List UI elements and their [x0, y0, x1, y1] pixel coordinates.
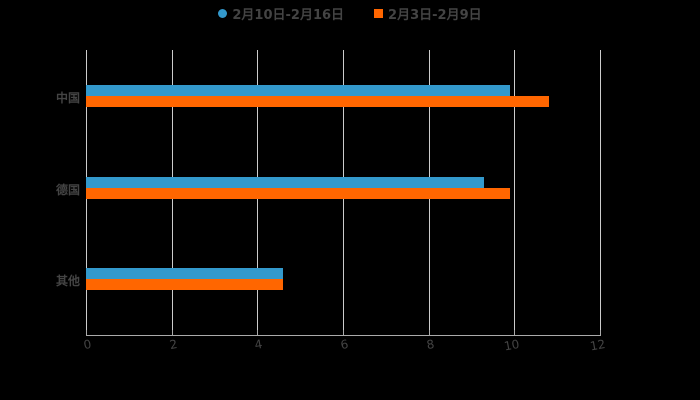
x-tick-label: 8: [425, 337, 436, 353]
x-tick: [600, 330, 601, 336]
x-tick: [514, 330, 515, 336]
bar[interactable]: [86, 279, 283, 290]
legend: 2月10日-2月16日 2月3日-2月9日: [0, 4, 700, 23]
bar[interactable]: [86, 96, 549, 107]
x-tick: [257, 330, 258, 336]
x-tick-label: 4: [253, 337, 264, 353]
x-tick: [172, 330, 173, 336]
bar[interactable]: [86, 177, 484, 188]
legend-swatch-circle-icon: [218, 8, 228, 18]
x-tick-label: 2: [168, 337, 179, 353]
gridline: [600, 50, 601, 335]
legend-label: 2月10日-2月16日: [232, 7, 345, 23]
category-label: 中国: [55, 91, 80, 105]
x-tick: [86, 330, 87, 336]
gridline: [514, 50, 515, 335]
x-tick: [429, 330, 430, 336]
legend-swatch-square-icon: [374, 8, 384, 18]
x-tick: [343, 330, 344, 336]
bar[interactable]: [86, 188, 510, 199]
legend-item-series-2[interactable]: 2月3日-2月9日: [374, 4, 482, 23]
category-label: 德国: [55, 183, 80, 197]
x-tick-label: 6: [339, 337, 350, 353]
x-tick-label: 10: [502, 337, 521, 354]
bar[interactable]: [86, 268, 283, 279]
legend-item-series-1[interactable]: 2月10日-2月16日: [218, 4, 345, 23]
x-tick-label: 12: [588, 337, 607, 354]
category-label: 其他: [55, 274, 80, 288]
legend-label: 2月3日-2月9日: [388, 7, 482, 23]
x-tick-label: 0: [82, 337, 93, 353]
bar[interactable]: [86, 85, 510, 96]
